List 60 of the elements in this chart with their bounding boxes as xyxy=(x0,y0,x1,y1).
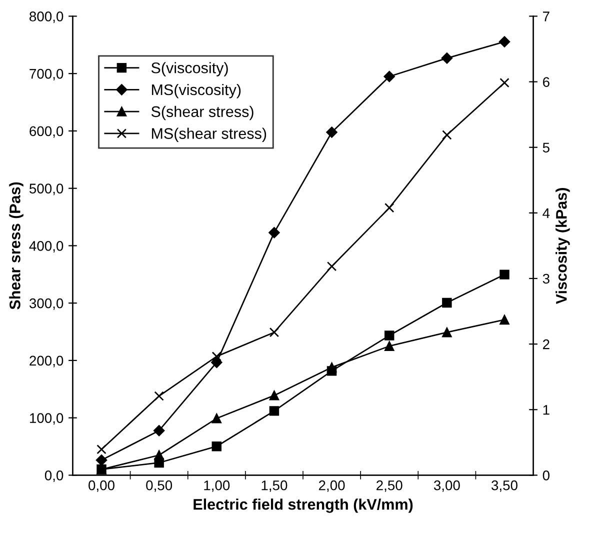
point xyxy=(498,36,510,48)
x-axis-title: Electric field strength (kV/mm) xyxy=(194,498,413,513)
point xyxy=(384,202,394,213)
y2-tick-label: 2 xyxy=(543,339,550,350)
point xyxy=(212,414,222,424)
point xyxy=(96,454,108,466)
point xyxy=(442,327,452,338)
point xyxy=(441,52,453,64)
point xyxy=(269,390,280,400)
y2-tick-label: 3 xyxy=(542,274,550,284)
y2-axis-title: Viscosity (kPas) xyxy=(556,188,570,304)
point xyxy=(384,70,395,82)
point xyxy=(384,330,394,340)
point xyxy=(442,130,452,140)
y-axis-title: Shear sress (Pas) xyxy=(9,182,24,310)
point xyxy=(154,450,164,460)
y-tick-label: 400,0 xyxy=(29,241,64,253)
point xyxy=(153,425,165,436)
point xyxy=(96,444,106,454)
y-tick-label: 100,0 xyxy=(30,413,64,425)
point xyxy=(500,270,510,280)
x-tick-label: 3,50 xyxy=(492,480,518,492)
y-tick-label: 0,0 xyxy=(44,470,64,482)
y-tick-label: 800,0 xyxy=(30,12,64,24)
y-tick-label: 500,0 xyxy=(29,184,64,196)
point xyxy=(326,362,337,372)
y-tick-label: 200,0 xyxy=(30,356,64,368)
point xyxy=(212,441,222,452)
point xyxy=(326,126,338,138)
point xyxy=(269,406,280,416)
y2-tick-label: 0 xyxy=(542,470,550,480)
y2-tick-label: 5 xyxy=(542,142,550,153)
legend-label: MS(shear stress) xyxy=(152,128,266,142)
point xyxy=(384,341,394,351)
point xyxy=(211,356,222,368)
y2-tick-label: 6 xyxy=(543,77,550,87)
legend-label: S(viscosity) xyxy=(151,62,228,76)
point xyxy=(154,391,164,401)
point xyxy=(212,352,222,362)
legend-label: S(shear stress) xyxy=(151,106,254,120)
y2-tick-label: 1 xyxy=(543,405,550,415)
y-tick-label: 300,0 xyxy=(29,298,64,310)
point xyxy=(326,261,337,272)
point xyxy=(442,298,452,308)
x-tick-label: 2,50 xyxy=(376,480,402,492)
legend-label: MS(viscosity) xyxy=(152,84,241,98)
y2-tick-label: 4 xyxy=(542,208,550,218)
x-tick-label: 0,50 xyxy=(146,480,172,492)
y-tick-label: 600,0 xyxy=(30,126,64,138)
point xyxy=(500,78,510,88)
point xyxy=(269,327,280,338)
x-tick-label: 1,50 xyxy=(262,480,288,492)
y-tick-label: 700,0 xyxy=(30,68,64,80)
point xyxy=(500,314,510,325)
x-tick-label: 1,00 xyxy=(204,480,230,492)
x-tick-label: 2,00 xyxy=(318,480,345,492)
y2-tick-label: 7 xyxy=(543,12,550,22)
point xyxy=(268,226,280,238)
x-tick-label: 0,00 xyxy=(88,480,114,492)
x-tick-label: 3,00 xyxy=(434,480,460,492)
